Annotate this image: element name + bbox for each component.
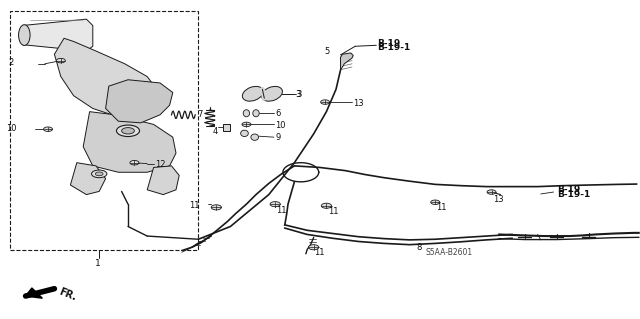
Text: 1: 1 — [95, 259, 100, 268]
Ellipse shape — [262, 86, 282, 101]
Text: 11: 11 — [328, 207, 338, 216]
Text: S5AA-B2601: S5AA-B2601 — [426, 248, 473, 256]
Bar — [223, 124, 230, 131]
Text: 5: 5 — [324, 47, 330, 56]
Text: B-19: B-19 — [378, 39, 401, 48]
Text: 6: 6 — [275, 109, 280, 118]
Text: 8: 8 — [416, 243, 421, 252]
Ellipse shape — [19, 25, 30, 45]
Circle shape — [92, 170, 107, 178]
Circle shape — [308, 245, 319, 250]
Polygon shape — [147, 166, 179, 195]
Text: 9: 9 — [275, 133, 280, 142]
Text: 11: 11 — [314, 248, 324, 257]
Text: 3: 3 — [296, 90, 301, 99]
Text: 12: 12 — [155, 160, 165, 169]
Ellipse shape — [253, 110, 259, 117]
Polygon shape — [83, 112, 176, 172]
Circle shape — [56, 58, 65, 63]
Ellipse shape — [251, 134, 259, 140]
Circle shape — [487, 190, 496, 194]
Text: B-19: B-19 — [557, 185, 580, 194]
Text: 7: 7 — [197, 110, 202, 119]
Circle shape — [95, 172, 103, 176]
Bar — [10, 11, 198, 250]
Circle shape — [242, 122, 251, 127]
Text: 11: 11 — [436, 204, 447, 212]
Polygon shape — [70, 163, 106, 195]
Circle shape — [211, 205, 221, 210]
Text: 11: 11 — [276, 206, 287, 215]
Circle shape — [321, 203, 332, 208]
Text: 13: 13 — [353, 99, 364, 108]
Text: 2: 2 — [8, 58, 13, 67]
Text: 13: 13 — [493, 195, 504, 204]
Circle shape — [431, 200, 440, 204]
Text: 3: 3 — [296, 90, 301, 99]
Text: 11: 11 — [189, 201, 200, 210]
Ellipse shape — [243, 110, 250, 117]
Polygon shape — [340, 53, 353, 70]
Polygon shape — [22, 19, 93, 51]
Ellipse shape — [243, 86, 263, 101]
Text: FR.: FR. — [58, 286, 78, 302]
Circle shape — [44, 127, 52, 131]
Polygon shape — [26, 288, 42, 298]
Circle shape — [122, 128, 134, 134]
Text: 10: 10 — [275, 121, 285, 130]
Circle shape — [130, 160, 139, 165]
Polygon shape — [106, 80, 173, 123]
Text: 10: 10 — [6, 124, 17, 133]
Circle shape — [321, 100, 330, 104]
Text: B-19-1: B-19-1 — [378, 43, 411, 52]
Ellipse shape — [241, 130, 248, 137]
Circle shape — [270, 202, 280, 207]
Circle shape — [116, 125, 140, 137]
Text: 4: 4 — [213, 127, 218, 136]
Text: B-19-1: B-19-1 — [557, 190, 590, 199]
Polygon shape — [54, 38, 157, 115]
